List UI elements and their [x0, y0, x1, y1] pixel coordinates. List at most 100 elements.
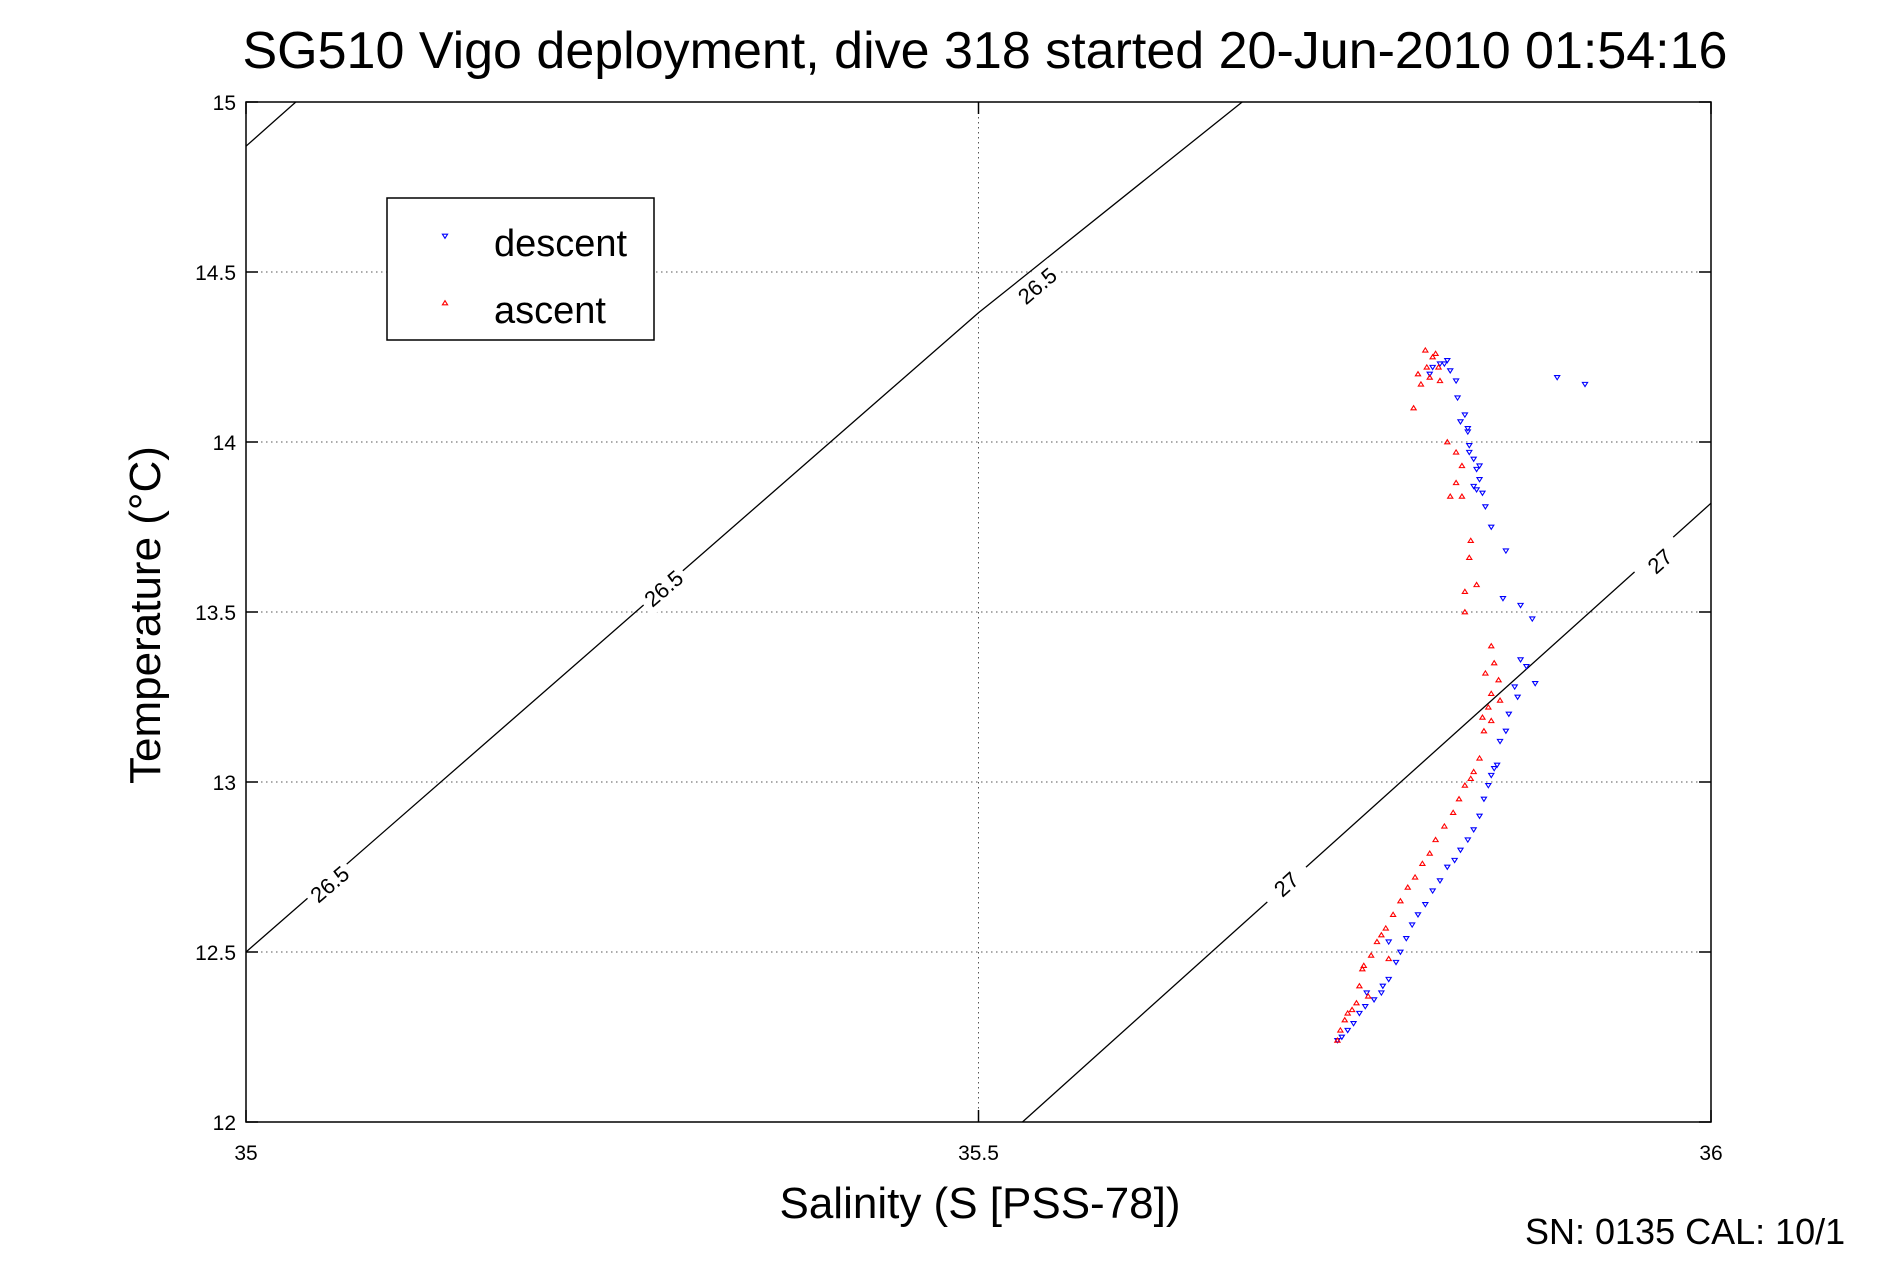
ascent-point	[1496, 697, 1504, 703]
descent-point	[1349, 1021, 1358, 1027]
descent-point	[1505, 711, 1513, 718]
descent-point	[1408, 922, 1416, 929]
descent-point	[1470, 483, 1478, 490]
ascent-point	[1434, 363, 1443, 370]
descent-point	[1522, 664, 1531, 670]
isopycnal-label-bg	[1631, 533, 1689, 589]
ascent-point	[1478, 714, 1487, 720]
ascent-point	[1336, 1026, 1344, 1033]
ascent-point	[1455, 795, 1463, 802]
descent-point	[1370, 997, 1378, 1003]
chart-title: SG510 Vigo deployment, dive 318 started …	[243, 22, 1728, 80]
ascent-point	[1385, 955, 1393, 962]
ascent-point	[1352, 999, 1361, 1006]
descent-point	[1473, 466, 1481, 473]
descent-point	[1355, 1010, 1363, 1017]
descent-point	[1385, 939, 1393, 946]
ascent-point	[1487, 717, 1495, 724]
ascent-point	[1426, 374, 1434, 380]
descent-point	[1440, 361, 1448, 368]
descent-point	[1499, 596, 1507, 602]
ascent-point	[1396, 897, 1405, 904]
descent-point	[1481, 504, 1489, 510]
legend-box	[386, 197, 655, 341]
ascent-point	[1348, 1006, 1356, 1013]
x-tick-label: 36	[1699, 1142, 1722, 1165]
descent-point	[1396, 949, 1405, 956]
descent-point	[1344, 1027, 1352, 1034]
ascent-point	[1358, 965, 1366, 972]
descent-point	[1465, 449, 1473, 456]
y-tick-label: 13	[213, 772, 236, 795]
legend-marker-descent	[441, 233, 449, 240]
ascent-point	[1431, 836, 1440, 843]
isopycnal-line	[1022, 502, 1712, 1123]
ascent-point	[1490, 659, 1498, 666]
isopycnal-label-bg	[1008, 258, 1066, 314]
isopycnal-label-bg	[1257, 856, 1315, 912]
descent-point	[1429, 888, 1437, 895]
descent-point	[1581, 381, 1589, 388]
descent-point	[1361, 1004, 1369, 1010]
descent-point	[1385, 976, 1393, 983]
descent-point	[1379, 983, 1387, 990]
descent-point	[1487, 524, 1495, 531]
ascent-point	[1364, 992, 1372, 999]
descent-point	[1402, 936, 1410, 942]
descent-point	[1516, 602, 1525, 609]
ascent-point	[1440, 822, 1448, 829]
descent-point	[1553, 375, 1561, 381]
descent-point	[1516, 657, 1525, 663]
descent-point	[1464, 837, 1472, 844]
descent-point	[1363, 990, 1371, 997]
legend-label-descent: descent	[494, 223, 628, 265]
descent-point	[1470, 827, 1478, 833]
ascent-point	[1452, 479, 1460, 486]
ascent-point	[1484, 703, 1492, 710]
y-tick-label: 12	[213, 1112, 236, 1135]
ascent-point	[1494, 676, 1503, 683]
descent-point	[1531, 681, 1539, 687]
ascent-point	[1333, 1037, 1342, 1043]
ascent-point	[1360, 962, 1368, 968]
isopycnal-line	[245, 101, 1243, 953]
ascent-point	[1465, 554, 1473, 560]
ascent-point	[1414, 370, 1422, 377]
ascent-point	[1404, 884, 1412, 890]
legend: descent ascent	[386, 197, 655, 341]
plot-frame	[245, 101, 1712, 1123]
ascent-point	[1461, 608, 1469, 615]
serial-calibration-text: SN: 0135 CAL: 10/1	[1525, 1211, 1845, 1252]
descent-point	[1443, 864, 1451, 871]
ascent-point	[1446, 493, 1454, 499]
descent-point	[1478, 490, 1487, 497]
ascent-point	[1458, 462, 1466, 469]
ascent-point	[1341, 1016, 1349, 1023]
ascent-point	[1377, 931, 1385, 938]
descent-point	[1446, 368, 1454, 374]
ascent-point	[1423, 363, 1431, 370]
descent-point	[1456, 419, 1465, 425]
isopycnal-line	[245, 101, 297, 147]
ascent-point	[1443, 438, 1451, 445]
descent-point	[1338, 1034, 1346, 1041]
ascent-point	[1426, 850, 1434, 856]
ascent-point	[1418, 860, 1426, 866]
ascent-point	[1467, 775, 1475, 781]
descent-point	[1514, 694, 1522, 701]
x-tick-label: 35	[234, 1142, 257, 1165]
descent-point	[1475, 813, 1484, 820]
ascent-point	[1480, 727, 1488, 734]
ascent-point	[1411, 873, 1419, 880]
ascent-point	[1452, 448, 1460, 455]
descent-point	[1464, 429, 1472, 436]
legend-marker-ascent	[441, 299, 449, 306]
descent-point	[1461, 412, 1469, 419]
descent-point	[1421, 902, 1429, 908]
descent-point	[1473, 487, 1481, 493]
y-tick-label: 14	[213, 432, 237, 455]
descent-point	[1436, 878, 1444, 884]
descent-point	[1475, 477, 1484, 483]
descent-point	[1426, 371, 1434, 378]
descent-point	[1392, 959, 1400, 966]
